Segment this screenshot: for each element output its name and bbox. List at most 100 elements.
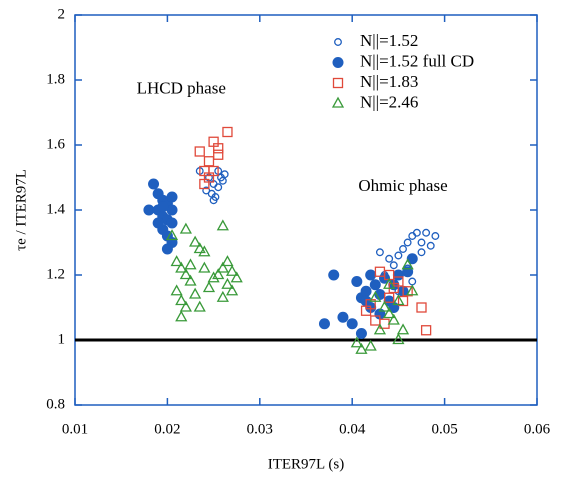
x-tick-label: 0.06 [524,421,551,437]
y-tick-label: 0.8 [46,396,65,412]
point [152,217,164,229]
legend-text: N||=2.46 [360,92,418,111]
point [355,342,368,354]
point [202,186,211,195]
point [230,271,243,283]
point [222,126,233,138]
point [422,228,431,237]
annotation: LHCD phase [137,79,226,98]
point [148,178,160,190]
point [220,170,229,179]
point [351,276,363,287]
point [166,191,178,203]
x-tick-label: 0.05 [431,421,457,437]
point [202,281,216,293]
point [175,310,188,322]
point [328,269,340,281]
point [402,286,413,297]
x-axis-label: ITER97L (s) [268,456,345,472]
point [360,285,372,297]
point [221,255,234,267]
point [193,242,206,254]
point [384,292,395,303]
point [225,264,239,276]
point [370,315,381,326]
point [216,290,229,302]
point [417,248,426,257]
point [318,318,330,330]
point [199,178,210,190]
y-tick-label: 1.4 [46,201,65,217]
point [394,251,403,260]
point [189,287,202,299]
point [143,204,155,216]
y-tick-label: 1 [58,331,66,347]
legend-marker [332,57,344,68]
point [337,311,349,323]
point [392,294,405,306]
point [207,271,220,283]
point [194,146,205,157]
y-tick-label: 1.8 [46,71,65,87]
point [412,228,421,237]
legend-marker [334,38,342,46]
point [392,333,405,345]
point [364,339,377,351]
point [393,276,404,287]
point [179,268,192,280]
point [203,156,215,167]
annotation: Ohmic phase [358,176,447,195]
point [385,254,394,263]
point [355,328,367,339]
point [184,258,197,270]
legend-marker [331,96,345,108]
point [369,279,381,291]
point [350,336,363,348]
point [211,193,220,201]
point [216,219,229,231]
point [213,149,224,160]
x-tick-label: 0.01 [62,421,88,437]
point [375,248,384,257]
x-tick-label: 0.03 [247,421,273,437]
point [426,241,435,250]
point [225,284,239,296]
point [193,300,206,312]
point [408,232,417,240]
x-tick-label: 0.04 [339,421,366,437]
point [383,277,396,289]
point [365,269,377,281]
point [408,277,417,286]
point [179,300,192,312]
point [189,235,202,247]
y-tick-label: 1.6 [46,136,65,152]
point [175,294,188,306]
point [346,318,358,330]
point [369,290,382,302]
point [157,201,169,213]
point [373,323,387,335]
point [216,261,229,273]
point [213,143,224,154]
point [184,274,197,286]
point [198,245,211,257]
point [165,229,179,241]
point [417,238,426,247]
point [170,284,183,296]
point [389,261,398,270]
legend-text: N||=1.52 [360,31,418,50]
point [179,222,192,234]
point [198,261,211,273]
legend-text: N||=1.83 [360,72,418,91]
legend-marker [332,77,344,89]
y-axis-label: τe / ITER97L [13,169,29,251]
point [420,325,432,336]
point [416,302,427,313]
point [170,255,183,267]
point [378,300,391,312]
point [399,245,407,253]
point [397,295,409,307]
legend-text: N||=1.52 full CD [360,51,474,70]
point [396,323,410,335]
